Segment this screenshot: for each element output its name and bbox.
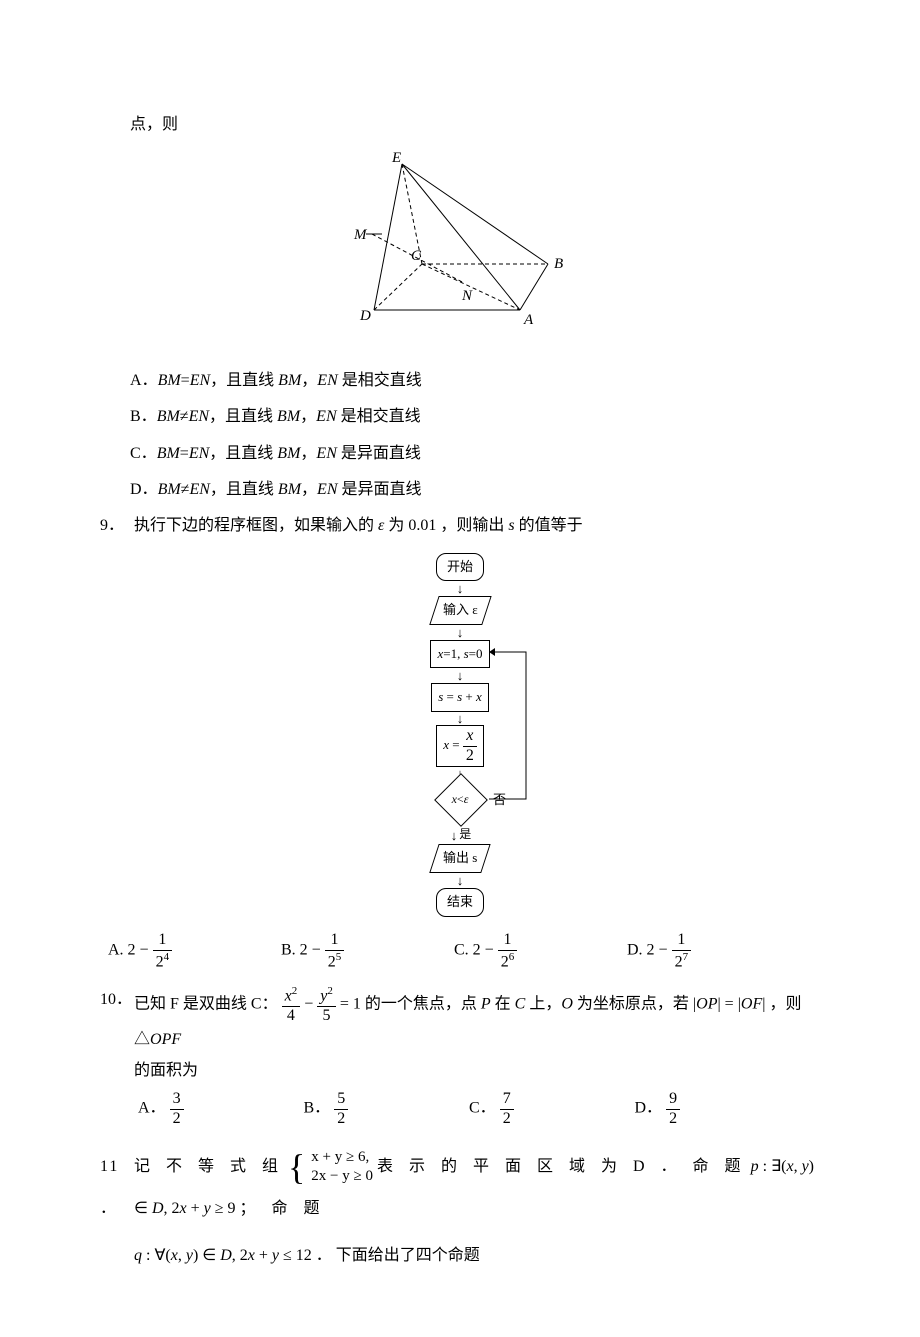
q9-flowchart: 开始 ↓ 输入 ε ↓ x=1, s=0 ↓ s = s + x ↓ x = x… [100,552,820,918]
q9-opt-d: D. 2 − 127 [627,931,800,971]
exam-page: 点，则 E M C B N D A A．BM=EN [0,0,920,1337]
q9-opt-c: C. 2 − 126 [454,931,627,971]
q9-number: 9． [100,511,134,541]
q9: 9． 执行下边的程序框图，如果输入的 ε 为 0.01 ，则输出 s 的值等于 [100,511,820,541]
flow-decision: x<ε [431,780,489,818]
flow-accumulate: s = s + x [431,683,489,712]
flow-output: 输出 s [429,844,491,873]
q8-figure: E M C B N D A [100,150,820,351]
q11-system: x + y ≥ 6, 2x − y ≥ 0 [311,1148,373,1187]
edge-AB [520,264,548,310]
q8-opt-b: B．BM≠EN，且直线 BM，EN 是相交直线 [130,402,820,432]
flow-init: x=1, s=0 [430,640,489,669]
q9-stem: 执行下边的程序框图，如果输入的 ε 为 0.01 ，则输出 s 的值等于 [134,511,820,541]
q11-stem: 记 不 等 式 组 { x + y ≥ 6, 2x − y ≥ 0 表 示 的 … [134,1146,820,1277]
edge-ED [374,164,402,310]
q8-opt-d: D．BM≠EN，且直线 BM，EN 是异面直线 [130,475,820,505]
q10-stem: 已知 F 是双曲线 C： x24 − y25 = 1 的一个焦点，点 P 在 C… [134,985,820,1086]
q10: 10． 已知 F 是双曲线 C： x24 − y25 = 1 的一个焦点，点 P… [100,985,820,1086]
q11-stem-d: q : ∀(x, y) ∈ D, 2x + y ≤ 12 ． 下面给出了四个命题 [134,1235,820,1277]
q10-opt-a: A． 32 [138,1090,304,1128]
q8-cont-text: 点，则 [130,116,178,133]
arrow-icon: ↓ [430,670,489,681]
label-C: C [411,248,422,264]
label-M: M [353,227,368,243]
q10-stem-c: 的面积为 [134,1056,820,1086]
q10-options: A． 32 B． 52 C． 72 D． 92 [100,1090,820,1128]
label-B: B [554,256,563,272]
label-N: N [461,288,473,304]
q8-continuation: 点，则 [100,110,820,140]
flow-start: 开始 [436,553,484,582]
flow-loop-icon [486,630,606,820]
arrow-icon: ↓是 [430,830,489,842]
q8-svg: E M C B N D A [320,150,600,340]
q10-opt-c: C． 72 [469,1090,635,1128]
arrow-icon: ↓ [430,875,489,886]
arrow-icon: ↓ [430,713,489,724]
q8-opt-c: C．BM=EN，且直线 BM，EN 是异面直线 [130,439,820,469]
label-A: A [523,312,534,328]
flow-end: 结束 [436,888,484,917]
q9-opt-a: A. 2 − 124 [108,931,281,971]
arrow-icon: ↓ [430,627,489,638]
q8-opt-a: A．BM=EN，且直线 BM，EN 是相交直线 [130,366,820,396]
flow-half: x = x2 [436,725,484,767]
q8-options: A．BM=EN，且直线 BM，EN 是相交直线 B．BM≠EN，且直线 BM，E… [100,366,820,506]
q9-opt-b: B. 2 − 125 [281,931,454,971]
q10-stem-a: 已知 F 是双曲线 C： [134,996,278,1013]
q10-opt-d: D． 92 [635,1090,801,1128]
q11-stem-b: 表 示 的 平 面 区 域 为 D ． 命 题 [377,1158,747,1175]
edge-EB [402,164,548,264]
flow-input: 输入 ε [429,596,491,625]
label-E: E [391,150,401,166]
arrow-icon: ↓ [430,583,489,594]
edge-EA [402,164,520,310]
q9-options: A. 2 − 124 B. 2 − 125 C. 2 − 126 D. 2 − … [100,931,820,971]
q11-number: 11 ． [100,1146,134,1229]
q10-number: 10． [100,985,134,1015]
q11: 11 ． 记 不 等 式 组 { x + y ≥ 6, 2x − y ≥ 0 表… [100,1146,820,1277]
label-D: D [359,308,371,324]
brace-icon: { [288,1147,305,1187]
q11-stem-a: 记 不 等 式 组 [134,1158,284,1175]
q10-opt-b: B． 52 [304,1090,470,1128]
